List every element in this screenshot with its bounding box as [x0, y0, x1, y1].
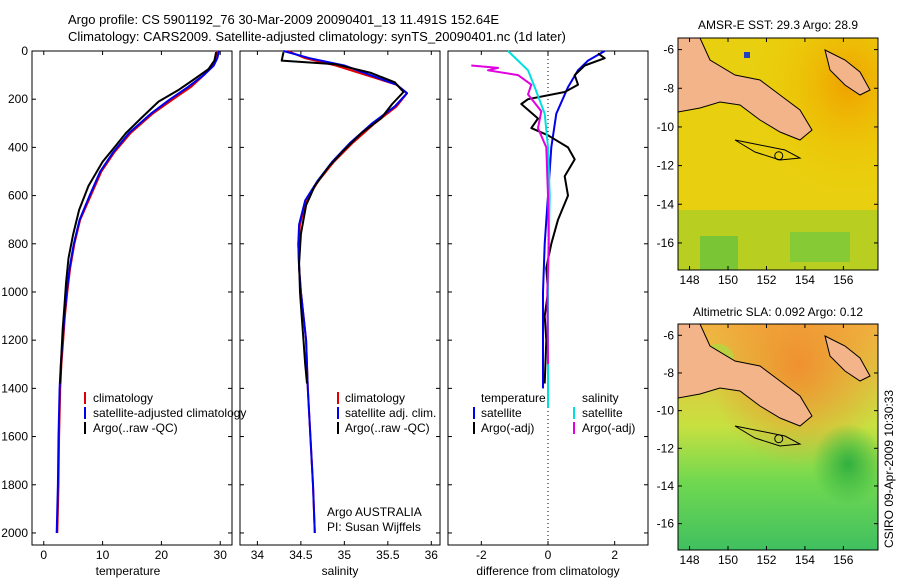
y-tick-label: 1800 — [1, 478, 28, 492]
x-tick-label: 156 — [833, 273, 853, 287]
sla-map-panel: Altimetric SLA: 0.092 Argo: 0.12 148 150 1… — [657, 305, 879, 567]
series-line-satellite-adjusted-climatology — [55, 50, 221, 534]
legend-argo: Argo(..raw -QC) — [345, 421, 430, 435]
series-line-argo-raw-qc — [59, 52, 218, 384]
sst-map-panel: AMSR-E SST: 29.3 Argo: 28.9 148 150 152 154… — [657, 18, 879, 287]
x-axis-label: temperature — [96, 564, 161, 578]
y-tick-label: -10 — [657, 404, 675, 418]
x-axis-label: difference from climatology — [476, 564, 619, 578]
sst-map-frame — [677, 37, 879, 271]
legend-sal-argo: Argo(-adj) — [582, 421, 635, 435]
title-line-1: Argo profile: CS 5901192_76 30-Mar-2009 … — [68, 12, 499, 27]
legend-sal-satellite: satellite — [582, 406, 623, 420]
x-tick-label: 156 — [833, 553, 853, 567]
sst-cool-patch — [790, 232, 850, 262]
temperature-legend: climatology satellite-adjusted climatolo… — [84, 391, 246, 435]
island-coastline — [734, 139, 802, 161]
y-tick-label: -14 — [657, 479, 675, 493]
difference-legend: temperature satellite Argo(-adj) salinit… — [473, 391, 635, 435]
series-line-salinity-argo-adj — [471, 64, 550, 365]
land-new-britain — [824, 49, 871, 96]
salinity-legend: climatology satellite adj. clim. Argo(..… — [337, 391, 436, 435]
timestamp-stamp: CSIRO 09-Apr-2009 10:30:33 — [882, 390, 896, 548]
y-tick-label: 1200 — [1, 333, 28, 347]
land-new-britain — [824, 335, 871, 382]
series-line-temperature-satellite — [542, 50, 606, 389]
sla-map-frame — [677, 323, 879, 551]
series-line-argo-raw-qc — [280, 51, 405, 384]
y-tick-label: 0 — [21, 44, 28, 58]
title-line-2: Climatology: CARS2009. Satellite-adjuste… — [68, 29, 566, 44]
x-tick-label: 152 — [756, 273, 776, 287]
x-tick-label: 10 — [96, 548, 110, 562]
legend-temp-satellite: satellite — [481, 406, 522, 420]
legend-argo: Argo(..raw -QC) — [93, 421, 178, 435]
argo-float-marker — [774, 434, 784, 444]
y-tick-label: -12 — [657, 441, 675, 455]
series-line-satellite-adj-clim — [283, 50, 408, 534]
legend-satellite-adj: satellite adj. clim. — [345, 406, 436, 420]
x-axis-label: salinity — [322, 564, 359, 578]
x-tick-label: 154 — [795, 273, 815, 287]
y-tick-label: 600 — [8, 189, 28, 203]
y-tick-label: -14 — [657, 197, 675, 211]
y-tick-label: 1600 — [1, 430, 28, 444]
x-tick-label: 148 — [680, 273, 700, 287]
x-tick-label: 35.5 — [376, 548, 400, 562]
salinity-axes — [239, 50, 441, 546]
argo-float-marker — [774, 151, 784, 161]
legend-climatology: climatology — [93, 391, 153, 405]
x-tick-label: -2 — [476, 548, 487, 562]
salinity-panel: 34 34.5 35 35.5 36 climatology satellite adj… — [239, 50, 441, 578]
y-tick-label: -10 — [657, 120, 675, 134]
y-tick-label: -12 — [657, 159, 675, 173]
x-tick-label: 20 — [155, 548, 169, 562]
y-tick-label: -16 — [657, 236, 675, 250]
legend-salinity-title: salinity — [582, 391, 619, 405]
institution-label: Argo AUSTRALIA — [327, 505, 422, 519]
x-tick-label: 154 — [795, 553, 815, 567]
y-tick-label: -6 — [663, 43, 674, 57]
y-tick-label: -8 — [663, 81, 674, 95]
sst-pixel — [744, 52, 750, 58]
y-tick-label: 200 — [8, 92, 28, 106]
y-tick-label: -6 — [663, 328, 674, 342]
y-tick-label: -16 — [657, 517, 675, 531]
x-tick-label: 36 — [425, 548, 439, 562]
x-tick-label: 2 — [611, 548, 618, 562]
sst-cool-patch — [700, 236, 738, 270]
x-tick-label: 0 — [40, 548, 47, 562]
y-tick-label: 1000 — [1, 285, 28, 299]
y-tick-label: 400 — [8, 140, 28, 154]
x-tick-label: 34 — [251, 548, 265, 562]
legend-climatology: climatology — [345, 391, 405, 405]
x-tick-label: 148 — [680, 553, 700, 567]
y-tick-label: 1400 — [1, 381, 28, 395]
difference-panel: -2 0 2 temperature satellite Argo(-adj) sa… — [447, 50, 649, 578]
sst-map-title: AMSR-E SST: 29.3 Argo: 28.9 — [698, 18, 858, 32]
land-new-guinea — [678, 38, 813, 141]
land-new-guinea — [678, 324, 813, 427]
x-tick-label: 0 — [545, 548, 552, 562]
x-tick-label: 150 — [718, 553, 738, 567]
series-line-climatology — [287, 50, 408, 534]
sla-map-title: Altimetric SLA: 0.092 Argo: 0.12 — [693, 305, 863, 319]
temperature-axes — [31, 50, 233, 546]
x-tick-label: 152 — [756, 553, 776, 567]
y-tick-label: 800 — [8, 237, 28, 251]
island-coastline — [734, 425, 802, 447]
pi-label: PI: Susan Wijffels — [327, 520, 421, 534]
temperature-panel: 0 10 20 30 0 200 400 600 800 1000 1200 1400 1600 1800… — [1, 44, 246, 578]
legend-satellite-adjusted: satellite-adjusted climatology — [93, 406, 246, 420]
legend-temp-argo: Argo(-adj) — [481, 421, 534, 435]
y-tick-label: -8 — [663, 366, 674, 380]
x-tick-label: 35 — [338, 548, 352, 562]
legend-temperature-title: temperature — [481, 391, 546, 405]
x-tick-label: 150 — [718, 273, 738, 287]
y-tick-label: 2000 — [1, 526, 28, 540]
x-tick-label: 30 — [214, 548, 228, 562]
x-tick-label: 34.5 — [289, 548, 313, 562]
